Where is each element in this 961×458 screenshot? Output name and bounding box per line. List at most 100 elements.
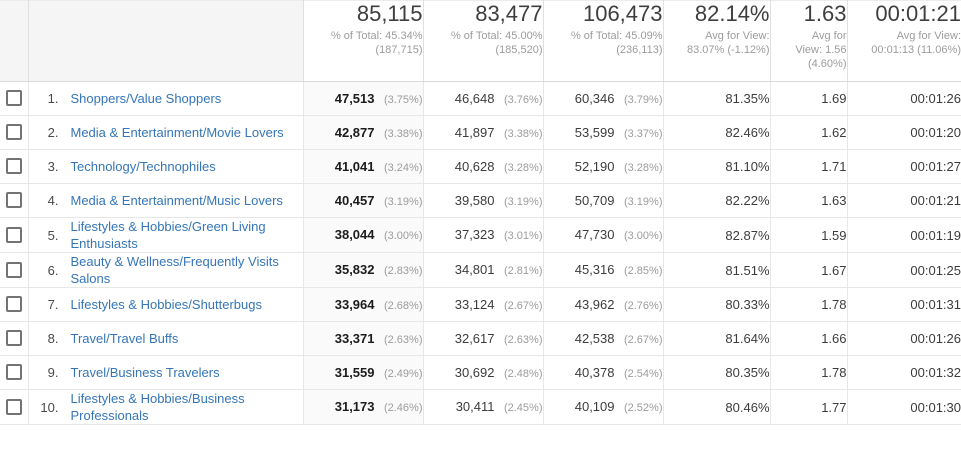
percent-metric-cell: 81.10% [663, 149, 771, 184]
table-row: 10. Lifestyles & Hobbies/Business Profes… [0, 389, 961, 425]
sessions-value: 50,709 [574, 192, 615, 208]
duration-metric-cell: 00:01:21 [847, 183, 961, 218]
category-cell: 3. Technology/Technophiles [28, 149, 304, 184]
ratio-metric-cell: 1.67 [770, 252, 848, 288]
category-link[interactable]: Beauty & Wellness/Frequently Visits Salo… [70, 254, 279, 286]
table-row: 8. Travel/Travel Buffs 33,371 (2.63%) 32,… [0, 321, 961, 356]
new-users-percent: (3.28%) [503, 161, 543, 174]
category-link[interactable]: Media & Entertainment/Movie Lovers [70, 125, 284, 140]
summary-metric-subtext: % of Total: 45.34% (187,715) [330, 30, 423, 56]
row-checkbox[interactable] [5, 296, 22, 313]
summary-metric-value: 00:01:21 [875, 1, 961, 26]
sessions-value: 53,599 [574, 124, 615, 140]
new-users-cell: 41,897 (3.38%) [423, 115, 544, 150]
duration-metric-cell: 00:01:20 [847, 115, 961, 150]
summary-metric-value: 83,477 [475, 1, 543, 26]
table-row: 1. Shoppers/Value Shoppers 47,513 (3.75%)… [0, 81, 961, 116]
users-percent: (2.83%) [383, 265, 423, 277]
summary-metric-cell: 82.14% Avg for View: 83.07% (-1.12%) [663, 0, 771, 82]
new-users-value: 33,124 [454, 296, 495, 312]
sessions-percent: (3.37%) [623, 127, 663, 140]
row-checkbox[interactable] [5, 192, 22, 209]
summary-row: 85,115 % of Total: 45.34% (187,715) 83,47… [0, 0, 961, 82]
users-value: 40,457 [334, 192, 375, 208]
row-checkbox[interactable] [5, 226, 22, 243]
sessions-cell: 47,730 (3.00%) [543, 217, 664, 253]
analytics-table: 85,115 % of Total: 45.34% (187,715) 83,47… [0, 0, 961, 425]
new-users-percent: (3.01%) [503, 230, 543, 242]
duration-metric-cell: 00:01:30 [847, 389, 961, 425]
row-checkbox-cell [0, 389, 29, 425]
row-checkbox[interactable] [5, 364, 22, 381]
users-percent: (2.49%) [383, 367, 423, 380]
new-users-value: 37,323 [454, 227, 495, 242]
row-checkbox[interactable] [5, 90, 22, 107]
ratio-metric-cell: 1.62 [770, 115, 848, 150]
percent-metric-cell: 81.64% [663, 321, 771, 356]
users-percent: (3.24%) [383, 161, 423, 174]
summary-metric-cell: 83,477 % of Total: 45.00% (185,520) [423, 0, 544, 82]
ratio-metric-cell: 1.71 [770, 149, 848, 184]
table-row: 3. Technology/Technophiles 41,041 (3.24%)… [0, 149, 961, 184]
category-link[interactable]: Lifestyles & Hobbies/Green Living Enthus… [70, 219, 266, 251]
category-link[interactable]: Lifestyles & Hobbies/Shutterbugs [70, 297, 263, 312]
new-users-cell: 40,628 (3.28%) [423, 149, 544, 184]
ratio-metric-cell: 1.78 [770, 287, 848, 322]
new-users-value: 34,801 [454, 262, 495, 277]
category-link[interactable]: Technology/Technophiles [70, 159, 216, 174]
category-cell: 9. Travel/Business Travelers [28, 355, 304, 390]
row-checkbox-cell [0, 321, 29, 356]
row-checkbox[interactable] [5, 261, 22, 278]
category-link[interactable]: Shoppers/Value Shoppers [70, 91, 222, 106]
header-dimension-column [28, 0, 304, 82]
users-value: 31,173 [334, 399, 375, 414]
users-value: 31,559 [334, 364, 375, 380]
new-users-percent: (2.48%) [503, 367, 543, 380]
row-rank: 1. [47, 91, 59, 106]
new-users-cell: 32,617 (2.63%) [423, 321, 544, 356]
new-users-cell: 30,411 (2.45%) [423, 389, 544, 425]
row-checkbox-cell [0, 183, 29, 218]
duration-metric-cell: 00:01:25 [847, 252, 961, 288]
users-value: 35,832 [334, 262, 375, 277]
category-link[interactable]: Travel/Travel Buffs [70, 331, 179, 346]
duration-metric-cell: 00:01:32 [847, 355, 961, 390]
row-rank: 7. [47, 297, 59, 312]
row-rank: 3. [47, 159, 59, 174]
category-cell: 10. Lifestyles & Hobbies/Business Profes… [28, 389, 304, 425]
row-rank: 10. [40, 399, 59, 415]
new-users-cell: 33,124 (2.67%) [423, 287, 544, 322]
sessions-value: 45,316 [574, 262, 615, 277]
row-checkbox-cell [0, 149, 29, 184]
row-checkbox-cell [0, 115, 29, 150]
row-checkbox[interactable] [5, 158, 22, 175]
sessions-percent: (2.85%) [623, 265, 663, 277]
users-cell: 41,041 (3.24%) [303, 149, 424, 184]
table-row: 4. Media & Entertainment/Music Lovers 40… [0, 183, 961, 218]
users-percent: (3.00%) [383, 230, 423, 242]
new-users-cell: 46,648 (3.76%) [423, 81, 544, 116]
category-cell: 2. Media & Entertainment/Movie Lovers [28, 115, 304, 150]
summary-metric-cell: 106,473 % of Total: 45.09% (236,113) [543, 0, 664, 82]
users-cell: 31,559 (2.49%) [303, 355, 424, 390]
row-checkbox[interactable] [5, 330, 22, 347]
category-link[interactable]: Media & Entertainment/Music Lovers [70, 193, 283, 208]
percent-metric-cell: 82.22% [663, 183, 771, 218]
category-link[interactable]: Lifestyles & Hobbies/Business Profession… [70, 391, 245, 423]
percent-metric-cell: 81.35% [663, 81, 771, 116]
summary-metric-subtext: Avg for View: 1.56 (4.60%) [795, 30, 847, 70]
users-value: 33,964 [334, 296, 375, 312]
percent-metric-cell: 82.46% [663, 115, 771, 150]
sessions-cell: 53,599 (3.37%) [543, 115, 664, 150]
sessions-cell: 60,346 (3.79%) [543, 81, 664, 116]
sessions-percent: (2.52%) [623, 402, 663, 414]
row-checkbox[interactable] [5, 398, 22, 415]
summary-metric-subtext: Avg for View: 83.07% (-1.12%) [686, 30, 770, 56]
sessions-percent: (3.28%) [623, 161, 663, 174]
users-value: 47,513 [334, 90, 375, 106]
category-cell: 6. Beauty & Wellness/Frequently Visits S… [28, 252, 304, 288]
category-link[interactable]: Travel/Business Travelers [70, 365, 220, 380]
row-checkbox[interactable] [5, 124, 22, 141]
percent-metric-cell: 80.46% [663, 389, 771, 425]
new-users-value: 41,897 [454, 124, 495, 140]
